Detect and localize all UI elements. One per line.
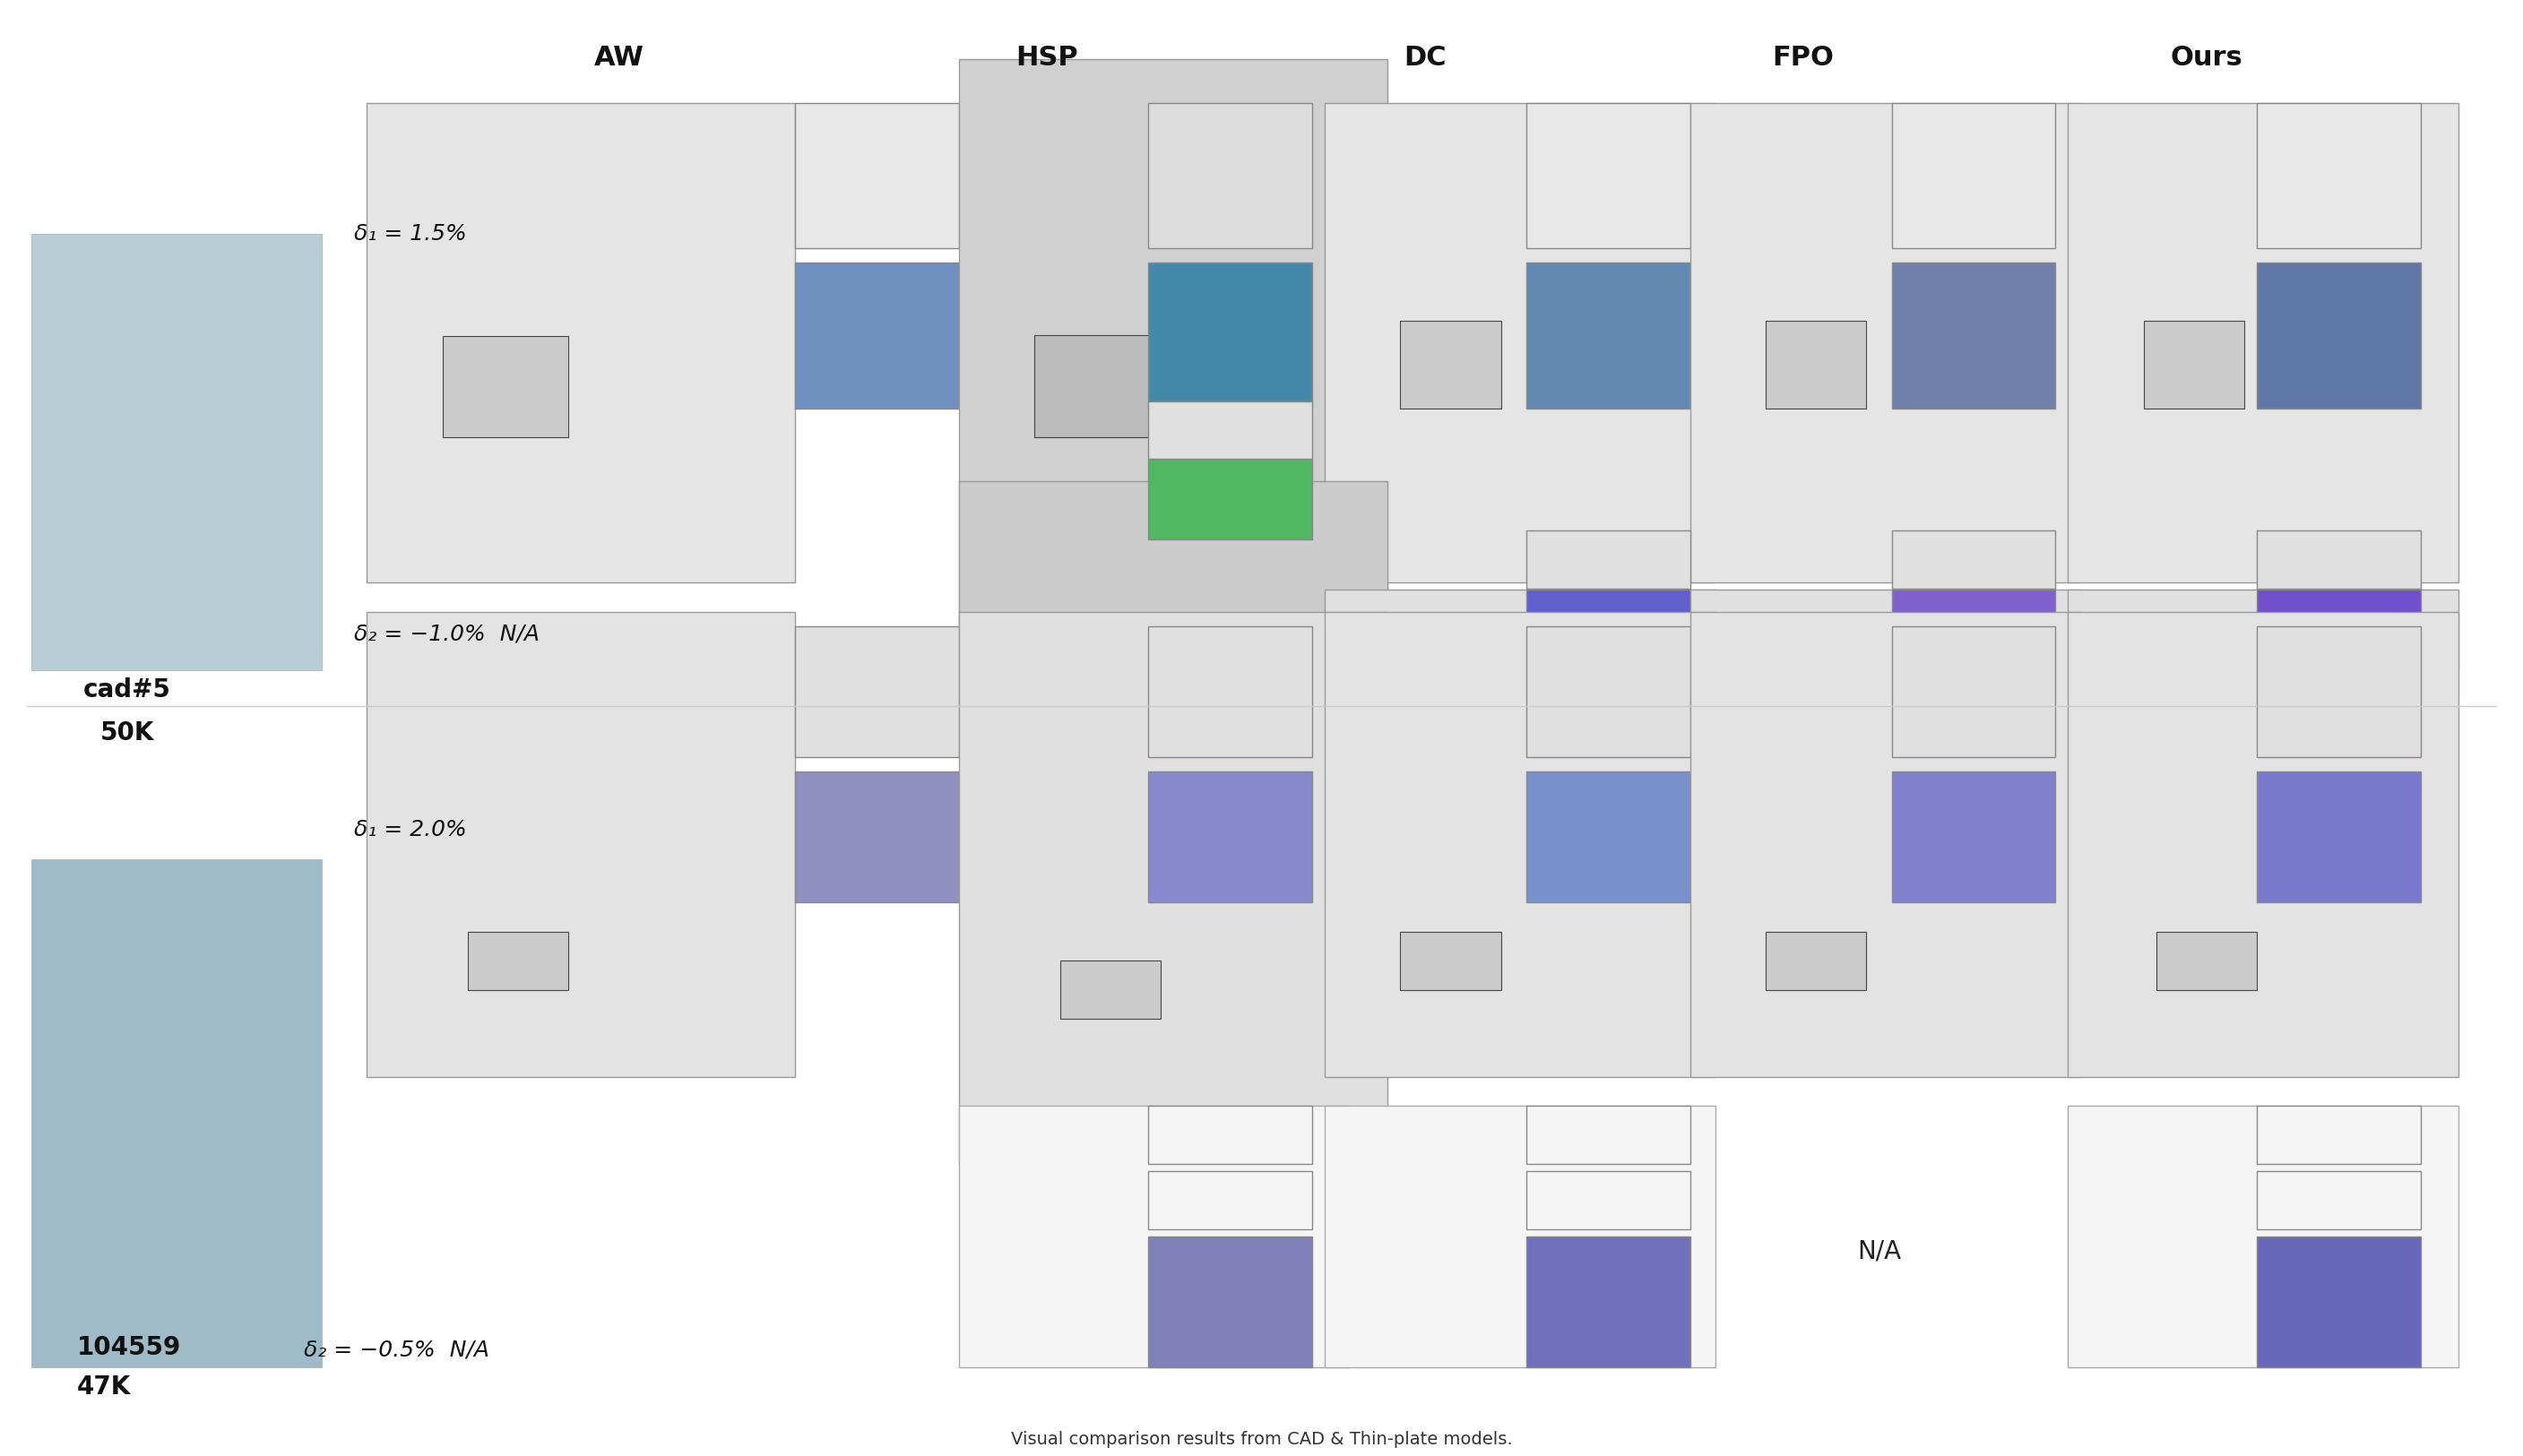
Bar [2258,772,2422,903]
Bar [1148,459,1312,539]
Bar [2069,1107,2460,1367]
Bar [959,612,1388,1163]
Bar [2258,530,2422,588]
Bar [467,932,568,990]
Bar [959,60,1388,670]
Text: Visual comparison results from CAD & Thin-plate models.: Visual comparison results from CAD & Thi… [1012,1430,1511,1447]
Text: 47K: 47K [76,1374,131,1399]
Bar [1148,103,1312,249]
Bar [30,859,320,1367]
Bar [1148,1236,1312,1367]
Bar [1148,1107,1312,1163]
Bar [1892,772,2056,903]
Bar [1526,772,1690,903]
Bar [1526,1236,1690,1367]
Bar [1148,626,1312,757]
Bar [2258,103,2422,249]
Text: FPO: FPO [1774,45,1834,71]
Text: Ours: Ours [2170,45,2243,71]
Text: δ₂ = −1.0%  N/A: δ₂ = −1.0% N/A [353,623,540,644]
Bar [1526,1107,1690,1163]
Bar [1766,320,1867,408]
Bar [1325,612,1716,1077]
Bar [959,1107,1350,1367]
Bar [2069,612,2460,1077]
Bar [1892,530,2056,588]
Bar [795,103,959,249]
Bar [1526,590,1690,670]
Bar [1690,103,2081,582]
Text: DC: DC [1403,45,1446,71]
Bar [1325,590,1716,670]
Bar [442,335,568,437]
Bar [1892,103,2056,249]
Bar [2069,590,2460,670]
Text: δ₂ = −0.5%  N/A: δ₂ = −0.5% N/A [303,1338,489,1360]
Text: 50K: 50K [101,721,154,745]
Bar [2145,320,2245,408]
Bar [1526,530,1690,588]
Bar [30,234,320,670]
Bar [795,626,959,757]
Bar [1526,1171,1690,1229]
Bar [1690,612,2081,1077]
Bar [1690,590,2081,670]
Bar [2069,103,2460,582]
Bar [2258,590,2422,670]
Bar [1148,1171,1312,1229]
Bar [1526,264,1690,408]
Bar [1325,103,1716,582]
Bar [959,480,1388,670]
Bar [1526,626,1690,757]
Text: N/A: N/A [1857,1239,1900,1264]
Bar [1400,932,1501,990]
Text: AW: AW [593,45,643,71]
Bar [2258,264,2422,408]
Bar [2258,1171,2422,1229]
Bar [2258,1236,2422,1367]
Bar [1892,590,2056,670]
Bar [795,772,959,903]
Bar [1400,320,1501,408]
Bar [1060,961,1161,1019]
Bar [1766,932,1867,990]
Bar [1325,1107,1716,1367]
Bar [1148,400,1312,459]
Bar [1526,103,1690,249]
Bar [2157,932,2258,990]
Bar [366,103,795,582]
Bar [1892,626,2056,757]
Text: δ₁ = 2.0%: δ₁ = 2.0% [353,818,467,840]
Text: δ₁ = 1.5%: δ₁ = 1.5% [353,223,467,245]
Bar [1034,335,1161,437]
Text: 104559: 104559 [76,1335,182,1360]
Text: cad#5: cad#5 [83,677,172,702]
Bar [2258,626,2422,757]
Bar [2258,1107,2422,1163]
Bar [795,264,959,408]
Text: HSP: HSP [1017,45,1077,71]
Bar [1148,264,1312,408]
Bar [1892,264,2056,408]
Bar [366,612,795,1077]
Bar [1148,772,1312,903]
